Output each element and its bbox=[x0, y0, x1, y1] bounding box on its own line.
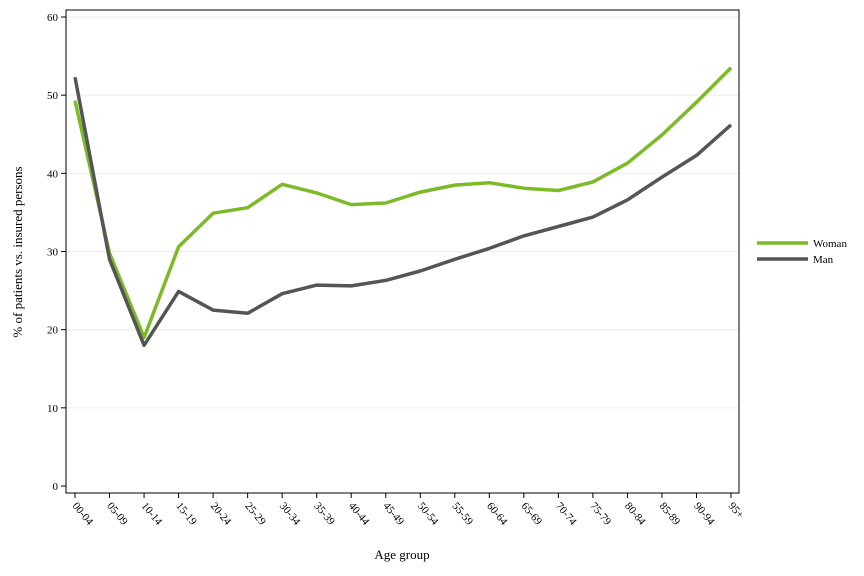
y-tick-label: 30 bbox=[47, 247, 59, 259]
y-axis: 0 10 20 30 40 50 60 bbox=[47, 12, 66, 493]
x-axis-title: Age group bbox=[374, 547, 429, 562]
series-line-man bbox=[73, 76, 733, 348]
y-tick-label: 60 bbox=[47, 12, 59, 24]
series-line-woman bbox=[73, 66, 733, 340]
legend: Woman Man bbox=[757, 238, 847, 266]
y-tick-label: 20 bbox=[47, 325, 59, 337]
y-axis-title: % of patients vs. insured persons bbox=[10, 166, 25, 337]
y-tick-label: 0 bbox=[53, 481, 59, 493]
legend-label-man: Man bbox=[813, 254, 834, 266]
y-tick-label: 40 bbox=[47, 168, 59, 180]
legend-label-woman: Woman bbox=[813, 238, 847, 250]
y-tick-label: 10 bbox=[47, 403, 59, 415]
series-lines bbox=[73, 66, 733, 348]
y-tick-label: 50 bbox=[47, 90, 59, 102]
